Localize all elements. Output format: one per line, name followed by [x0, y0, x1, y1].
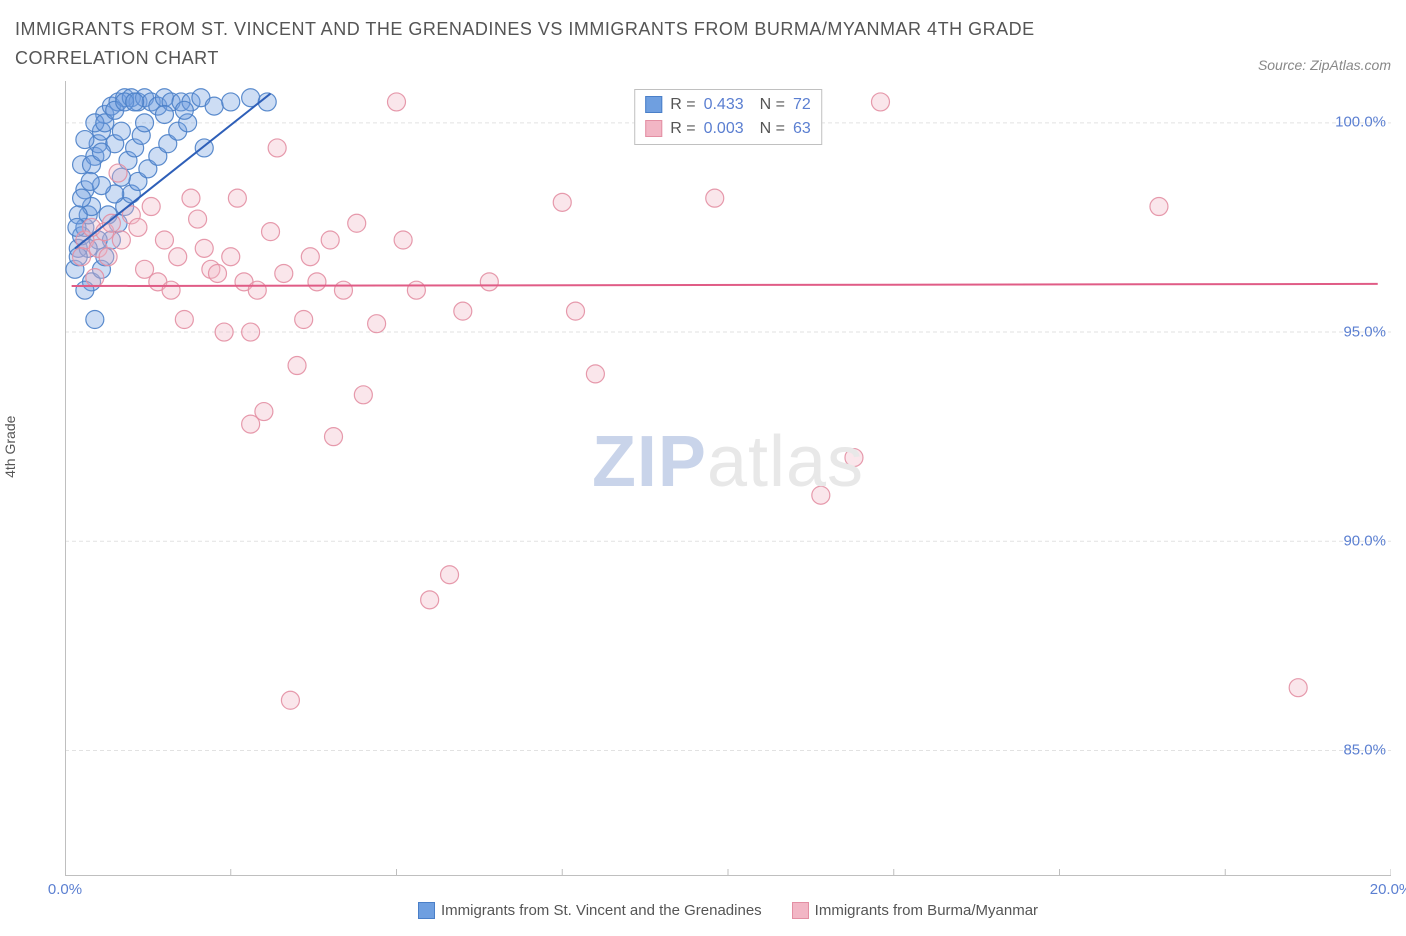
x-tick-label: 20.0% [1370, 881, 1406, 898]
stat-legend: R = 0.433 N = 72 R = 0.003 N = 63 [634, 89, 822, 145]
chart-frame: 4th Grade ZIPatlas R = 0.433 N = 72 R = … [15, 81, 1391, 921]
r-value-b: 0.003 [704, 117, 744, 141]
x-tick-label: 0.0% [48, 881, 82, 898]
r-label-b: R = [670, 117, 695, 141]
r-label-a: R = [670, 93, 695, 117]
plot-area: ZIPatlas R = 0.433 N = 72 R = 0.003 N = … [65, 81, 1391, 876]
chart-title: IMMIGRANTS FROM ST. VINCENT AND THE GREN… [15, 15, 1165, 73]
n-label-a: N = [760, 93, 785, 117]
legend-label-a: Immigrants from St. Vincent and the Gren… [441, 902, 762, 919]
x-axis-ticks: 0.0%20.0% [65, 881, 1391, 901]
swatch-a-icon [645, 96, 662, 113]
legend-item-b: Immigrants from Burma/Myanmar [792, 902, 1038, 919]
stat-row-a: R = 0.433 N = 72 [645, 93, 811, 117]
legend-swatch-a-icon [418, 902, 435, 919]
scatter-plot [65, 81, 1391, 876]
stat-row-b: R = 0.003 N = 63 [645, 117, 811, 141]
legend-item-a: Immigrants from St. Vincent and the Gren… [418, 902, 762, 919]
legend-swatch-b-icon [792, 902, 809, 919]
n-value-a: 72 [793, 93, 811, 117]
y-axis-label: 4th Grade [2, 415, 18, 477]
n-label-b: N = [760, 117, 785, 141]
swatch-b-icon [645, 120, 662, 137]
r-value-a: 0.433 [704, 93, 744, 117]
header-row: IMMIGRANTS FROM ST. VINCENT AND THE GREN… [15, 15, 1391, 73]
n-value-b: 63 [793, 117, 811, 141]
source-label: Source: ZipAtlas.com [1258, 57, 1391, 73]
legend-label-b: Immigrants from Burma/Myanmar [815, 902, 1038, 919]
bottom-legend: Immigrants from St. Vincent and the Gren… [65, 901, 1391, 921]
